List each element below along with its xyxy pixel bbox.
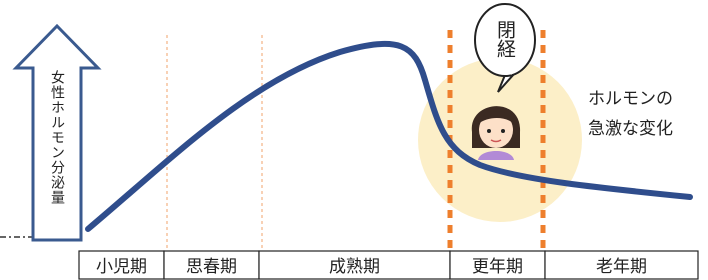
hormone-diagram: 女性ホルモン分泌量 閉経 ホルモンの 急激な変化 小児期 思春期 成熟期 更年期 老年期 <box>0 0 708 280</box>
annotation-line: 急激な変化 <box>588 119 673 139</box>
stage-label: 思春期 <box>186 257 237 277</box>
annotation-line: ホルモンの <box>588 89 673 109</box>
stage-label: 老年期 <box>596 257 647 277</box>
stage-label: 成熟期 <box>329 256 380 277</box>
stage-label: 小児期 <box>96 257 147 277</box>
stage-label: 更年期 <box>472 257 523 277</box>
y-axis-label: 女性ホルモン分泌量 <box>49 69 65 205</box>
bubble-text: 閉経 <box>494 20 516 58</box>
